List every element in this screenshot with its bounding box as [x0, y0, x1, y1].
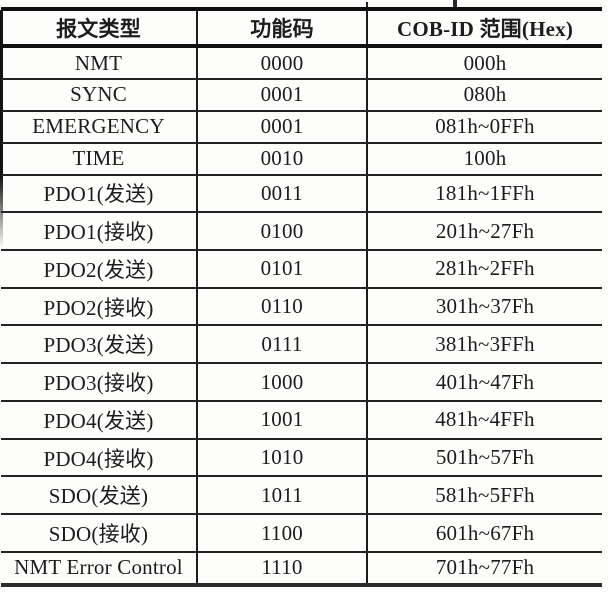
function-code-cell: 0111 [197, 325, 368, 365]
table-row: PDO1(接收) 0100 201h~27Fh [1, 212, 602, 252]
function-code-cell: 1100 [197, 514, 368, 553]
cob-id-range-cell: 401h~47Fh [367, 363, 602, 402]
cob-id-range-cell: 181h~1FFh [367, 174, 602, 214]
message-type-cell: PDO4(发送) [1, 400, 198, 440]
cob-id-range-cell: 000h [367, 46, 602, 81]
message-type-cell: PDO1(接收) [1, 212, 198, 252]
cob-id-range-cell: 281h~2FFh [367, 250, 602, 289]
table-row: PDO4(发送) 1001 481h~4FFh [1, 400, 602, 440]
function-code-cell: 0000 [197, 46, 368, 81]
function-code-cell: 1000 [197, 363, 368, 402]
message-type-cell: PDO2(接收) [1, 287, 198, 327]
function-code-cell: 0110 [197, 287, 368, 327]
message-type-cell: PDO3(发送) [1, 325, 198, 365]
message-type-cell: EMERGENCY [1, 110, 198, 144]
message-type-cell: PDO3(接收) [1, 363, 198, 402]
table-row: SDO(发送) 1011 581h~5FFh [1, 476, 602, 516]
cob-id-range-cell: 100h [367, 142, 602, 176]
table-row: PDO2(接收) 0110 301h~37Fh [1, 287, 602, 327]
cob-id-range-cell: 481h~4FFh [367, 400, 602, 440]
header-message-type: 报文类型 [1, 9, 198, 48]
message-type-cell: NMT Error Control [1, 551, 198, 588]
cob-id-range-cell: 201h~27Fh [367, 212, 602, 252]
column-line-overrun-artifact [366, 2, 368, 11]
cob-id-range-cell: 381h~3FFh [367, 325, 602, 365]
cob-id-range-cell: 501h~57Fh [367, 438, 602, 478]
cob-id-range-cell: 601h~67Fh [367, 514, 602, 553]
function-code-cell: 1110 [197, 551, 368, 588]
table-row: NMT Error Control 1110 701h~77Fh [1, 551, 602, 588]
table-row: PDO4(接收) 1010 501h~57Fh [1, 438, 602, 478]
table-header: 报文类型 功能码 COB-ID 范围(Hex) [1, 9, 602, 48]
message-type-cell: SYNC [1, 79, 198, 112]
table-row: NMT 0000 000h [1, 46, 602, 81]
cob-id-range-cell: 701h~77Fh [367, 551, 602, 588]
function-code-cell: 0010 [197, 142, 368, 176]
function-code-cell: 1010 [197, 438, 368, 478]
table-row: PDO3(接收) 1000 401h~47Fh [1, 363, 602, 402]
header-function-code: 功能码 [197, 9, 368, 48]
message-type-cell: PDO1(发送) [1, 174, 198, 214]
table-row: PDO2(发送) 0101 281h~2FFh [1, 250, 602, 289]
function-code-cell: 0011 [197, 174, 368, 214]
function-code-cell: 0001 [197, 110, 368, 144]
header-row: 报文类型 功能码 COB-ID 范围(Hex) [1, 9, 602, 48]
cob-id-range-cell: 301h~37Fh [367, 287, 602, 327]
cob-id-range-cell: 080h [367, 79, 602, 112]
table-row: TIME 0010 100h [1, 142, 602, 176]
function-code-cell: 1001 [197, 400, 368, 440]
table-row: SDO(接收) 1100 601h~67Fh [1, 514, 602, 553]
message-type-cell: TIME [1, 142, 198, 176]
message-type-cell: NMT [1, 46, 198, 81]
cropped-text-artifact [453, 0, 457, 8]
cob-id-table: 报文类型 功能码 COB-ID 范围(Hex) NMT 0000 000h SY… [1, 7, 602, 588]
function-code-cell: 1011 [197, 476, 368, 516]
message-type-cell: SDO(发送) [1, 476, 198, 516]
header-cob-id-range: COB-ID 范围(Hex) [367, 9, 602, 48]
cob-id-range-cell: 581h~5FFh [367, 476, 602, 516]
message-type-cell: SDO(接收) [1, 514, 198, 553]
function-code-cell: 0001 [197, 79, 368, 112]
cob-id-range-cell: 081h~0FFh [367, 110, 602, 144]
table-row: PDO1(发送) 0011 181h~1FFh [1, 174, 602, 214]
function-code-cell: 0101 [197, 250, 368, 289]
table-row: PDO3(发送) 0111 381h~3FFh [1, 325, 602, 365]
table-row: EMERGENCY 0001 081h~0FFh [1, 110, 602, 144]
table-body: NMT 0000 000h SYNC 0001 080h EMERGENCY 0… [1, 46, 602, 588]
table-row: SYNC 0001 080h [1, 79, 602, 112]
message-type-cell: PDO4(接收) [1, 438, 198, 478]
function-code-cell: 0100 [197, 212, 368, 252]
message-type-cell: PDO2(发送) [1, 250, 198, 289]
